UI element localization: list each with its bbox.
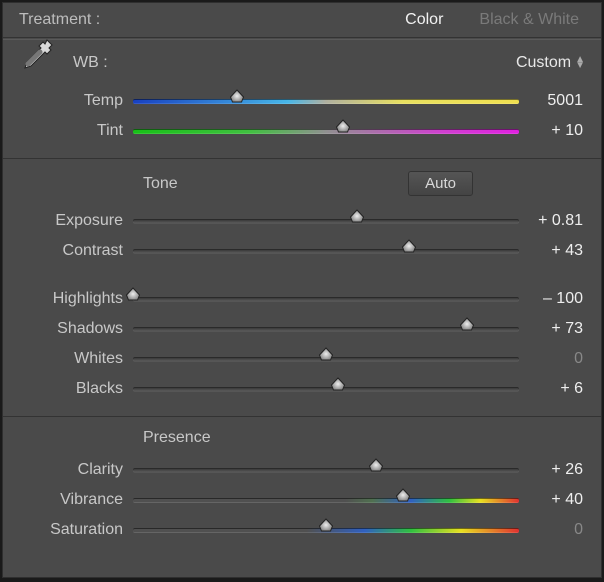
- treatment-row: Treatment : Color Black & White: [3, 3, 601, 38]
- whites-value[interactable]: 0: [519, 350, 583, 368]
- clarity-label: Clarity: [13, 461, 133, 479]
- clarity-value[interactable]: + 26: [519, 461, 583, 479]
- clarity-slider[interactable]: [133, 463, 519, 477]
- tone-header: Tone Auto: [13, 169, 583, 206]
- tint-label: Tint: [13, 122, 133, 140]
- whites-label: Whites: [13, 350, 133, 368]
- temp-row: Temp 5001: [13, 86, 583, 116]
- tab-bw[interactable]: Black & White: [475, 11, 583, 29]
- exposure-label: Exposure: [13, 212, 133, 230]
- highlights-label: Highlights: [13, 290, 133, 308]
- temp-slider[interactable]: [133, 94, 519, 108]
- tone-section: Tone Auto Exposure + 0.81 Contrast + 43 …: [3, 159, 601, 417]
- saturation-label: Saturation: [13, 521, 133, 539]
- shadows-label: Shadows: [13, 320, 133, 338]
- basic-panel: Treatment : Color Black & White WB : Cus…: [2, 2, 602, 578]
- presence-title: Presence: [143, 429, 211, 447]
- blacks-label: Blacks: [13, 380, 133, 398]
- contrast-row: Contrast + 43: [13, 236, 583, 266]
- highlights-value[interactable]: – 100: [519, 290, 583, 308]
- vibrance-row: Vibrance + 40: [13, 485, 583, 515]
- exposure-value[interactable]: + 0.81: [519, 212, 583, 230]
- saturation-value[interactable]: 0: [519, 521, 583, 539]
- highlights-row: Highlights – 100: [13, 284, 583, 314]
- blacks-slider[interactable]: [133, 382, 519, 396]
- presence-header: Presence: [13, 427, 583, 455]
- wb-row: WB : Custom ▲▼: [13, 50, 583, 86]
- shadows-value[interactable]: + 73: [519, 320, 583, 338]
- updown-icon: ▲▼: [575, 57, 583, 69]
- wb-dropdown[interactable]: Custom ▲▼: [516, 54, 583, 72]
- contrast-label: Contrast: [13, 242, 133, 260]
- treatment-label: Treatment :: [19, 11, 100, 29]
- presence-section: Presence Clarity + 26 Vibrance + 40 Satu…: [3, 417, 601, 557]
- vibrance-value[interactable]: + 40: [519, 491, 583, 509]
- blacks-value[interactable]: + 6: [519, 380, 583, 398]
- exposure-row: Exposure + 0.81: [13, 206, 583, 236]
- whites-row: Whites 0: [13, 344, 583, 374]
- contrast-slider[interactable]: [133, 244, 519, 258]
- eyedropper-icon[interactable]: [17, 36, 57, 84]
- auto-button[interactable]: Auto: [408, 171, 473, 196]
- wb-section: WB : Custom ▲▼ Temp 5001 Tint + 10: [3, 40, 601, 159]
- shadows-row: Shadows + 73: [13, 314, 583, 344]
- saturation-row: Saturation 0: [13, 515, 583, 545]
- clarity-row: Clarity + 26: [13, 455, 583, 485]
- shadows-slider[interactable]: [133, 322, 519, 336]
- tone-title: Tone: [143, 175, 178, 193]
- tint-slider[interactable]: [133, 124, 519, 138]
- temp-label: Temp: [13, 92, 133, 110]
- blacks-row: Blacks + 6: [13, 374, 583, 404]
- whites-slider[interactable]: [133, 352, 519, 366]
- tint-value[interactable]: + 10: [519, 122, 583, 140]
- contrast-value[interactable]: + 43: [519, 242, 583, 260]
- tint-row: Tint + 10: [13, 116, 583, 146]
- highlights-slider[interactable]: [133, 292, 519, 306]
- wb-value-text: Custom: [516, 54, 571, 72]
- wb-label: WB :: [73, 54, 108, 72]
- exposure-slider[interactable]: [133, 214, 519, 228]
- saturation-slider[interactable]: [133, 523, 519, 537]
- temp-value[interactable]: 5001: [519, 92, 583, 110]
- vibrance-slider[interactable]: [133, 493, 519, 507]
- tab-color[interactable]: Color: [401, 11, 447, 29]
- vibrance-label: Vibrance: [13, 491, 133, 509]
